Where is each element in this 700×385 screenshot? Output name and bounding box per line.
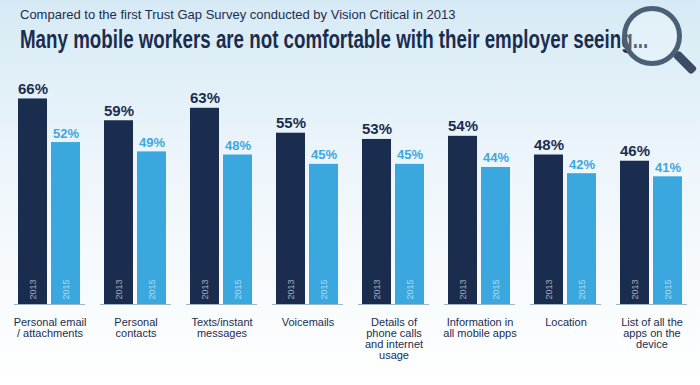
svg-text:2015: 2015 xyxy=(147,279,157,299)
svg-text:42%: 42% xyxy=(569,157,595,172)
svg-text:2013: 2013 xyxy=(286,279,296,299)
svg-text:2015: 2015 xyxy=(61,279,71,299)
svg-text:2015: 2015 xyxy=(491,279,501,299)
svg-text:55%: 55% xyxy=(276,114,306,131)
svg-text:2013: 2013 xyxy=(372,279,382,299)
svg-text:2015: 2015 xyxy=(663,279,673,299)
svg-text:2013: 2013 xyxy=(544,279,554,299)
svg-text:2013: 2013 xyxy=(28,279,38,299)
svg-text:54%: 54% xyxy=(448,117,478,134)
svg-text:44%: 44% xyxy=(483,150,509,165)
svg-text:48%: 48% xyxy=(225,138,251,153)
svg-text:49%: 49% xyxy=(139,135,165,150)
svg-text:63%: 63% xyxy=(190,89,220,106)
svg-text:45%: 45% xyxy=(397,147,423,162)
svg-text:41%: 41% xyxy=(655,160,681,175)
svg-text:46%: 46% xyxy=(620,142,650,159)
svg-text:52%: 52% xyxy=(53,126,79,141)
svg-text:Details ofphone callsand inter: Details ofphone callsand internetusage xyxy=(365,316,423,361)
svg-text:45%: 45% xyxy=(311,147,337,162)
svg-text:2013: 2013 xyxy=(458,279,468,299)
svg-text:Information inall mobile apps: Information inall mobile apps xyxy=(443,316,517,339)
svg-text:2015: 2015 xyxy=(233,279,243,299)
svg-text:59%: 59% xyxy=(104,102,134,119)
svg-text:2013: 2013 xyxy=(630,279,640,299)
svg-text:Texts/instantmessages: Texts/instantmessages xyxy=(191,316,252,339)
svg-text:2013: 2013 xyxy=(200,279,210,299)
svg-text:Location: Location xyxy=(545,316,587,328)
html-text:Many mobile workers are not co: Many mobile workers are not comfortable … xyxy=(20,25,649,53)
svg-text:Personal email/ attachments: Personal email/ attachments xyxy=(14,316,87,339)
svg-text:Voicemails: Voicemails xyxy=(282,316,335,328)
svg-text:Personalcontacts: Personalcontacts xyxy=(114,316,157,339)
svg-text:2015: 2015 xyxy=(577,279,587,299)
svg-text:2013: 2013 xyxy=(114,279,124,299)
svg-text:53%: 53% xyxy=(362,120,392,137)
html-text:Compared to the first Trust Ga: Compared to the first Trust Gap Survey c… xyxy=(20,7,456,22)
svg-text:2015: 2015 xyxy=(319,279,329,299)
svg-text:List of all theapps on thedevi: List of all theapps on thedevice xyxy=(621,316,683,350)
svg-text:2015: 2015 xyxy=(405,279,415,299)
svg-text:48%: 48% xyxy=(534,136,564,153)
svg-text:66%: 66% xyxy=(18,80,48,97)
